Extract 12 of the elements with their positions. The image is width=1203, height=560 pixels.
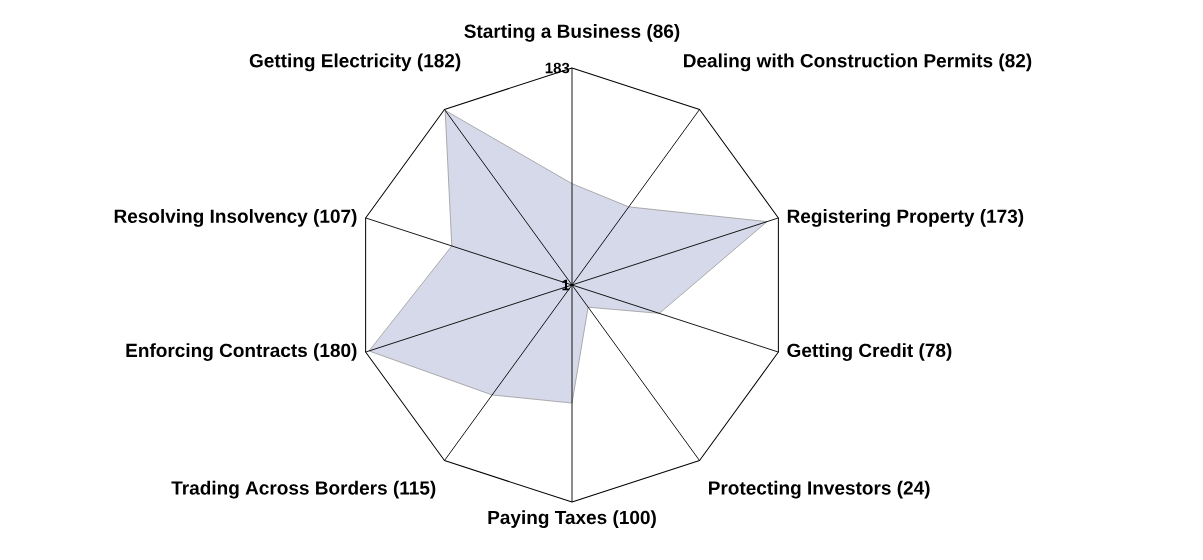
spoke-label: Protecting Investors (24): [709, 480, 930, 499]
y-tick-label: 183: [545, 62, 570, 74]
spoke-label: Paying Taxes (100): [488, 510, 656, 528]
spoke-label: Resolving Insolvency (107): [114, 209, 357, 227]
spoke-label: Registering Property (173): [787, 209, 1024, 227]
spoke-label: Getting Electricity (182): [249, 53, 461, 72]
y-tick-label: 1: [562, 279, 570, 291]
spoke-label: Trading Across Borders (115): [171, 480, 436, 499]
spoke-label: Getting Credit (78): [787, 343, 952, 361]
spoke-label: Enforcing Contracts (180): [126, 343, 357, 361]
spoke-label: Dealing with Construction Permits (82): [684, 53, 1032, 72]
spoke-label: Starting a Business (86): [464, 24, 680, 42]
